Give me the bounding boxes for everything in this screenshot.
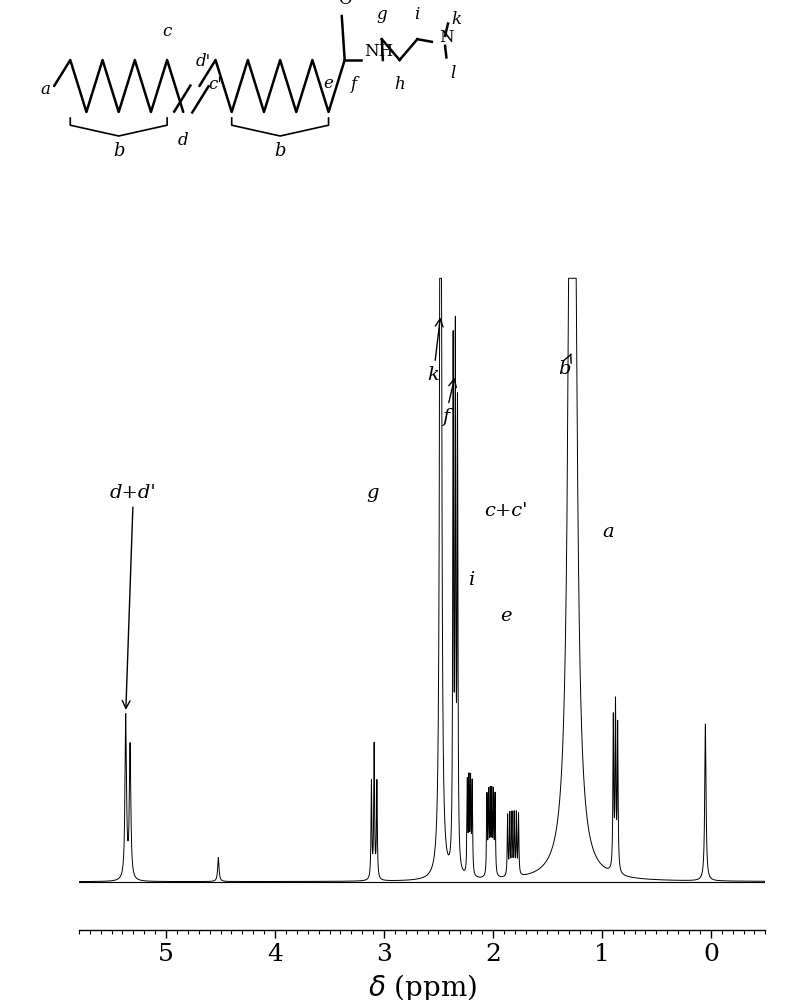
Text: H: H [365,64,380,81]
Text: g: g [367,484,379,502]
Text: l: l [450,65,455,82]
Text: c': c' [208,76,222,93]
Text: e: e [323,75,334,92]
Text: c+c': c+c' [484,502,528,520]
Text: g: g [376,6,387,23]
Text: a: a [40,82,50,99]
Text: f: f [442,379,456,426]
Text: e: e [500,607,512,625]
Text: d+d': d+d' [110,484,157,708]
Text: k: k [428,319,443,384]
Text: a: a [602,523,614,541]
X-axis label: $\delta$ (ppm): $\delta$ (ppm) [368,972,477,1000]
Text: b: b [113,142,125,160]
Text: i: i [468,571,474,589]
Text: b: b [559,354,571,378]
Text: NH: NH [365,43,394,60]
Text: h: h [394,76,405,93]
Text: i: i [415,6,420,23]
Text: k: k [451,11,462,28]
Text: N: N [439,29,454,46]
Text: d': d' [196,53,211,70]
Text: f: f [350,76,356,93]
Text: b: b [275,142,286,160]
Text: O: O [338,0,351,8]
Text: d: d [178,132,189,149]
Text: c: c [163,23,172,40]
